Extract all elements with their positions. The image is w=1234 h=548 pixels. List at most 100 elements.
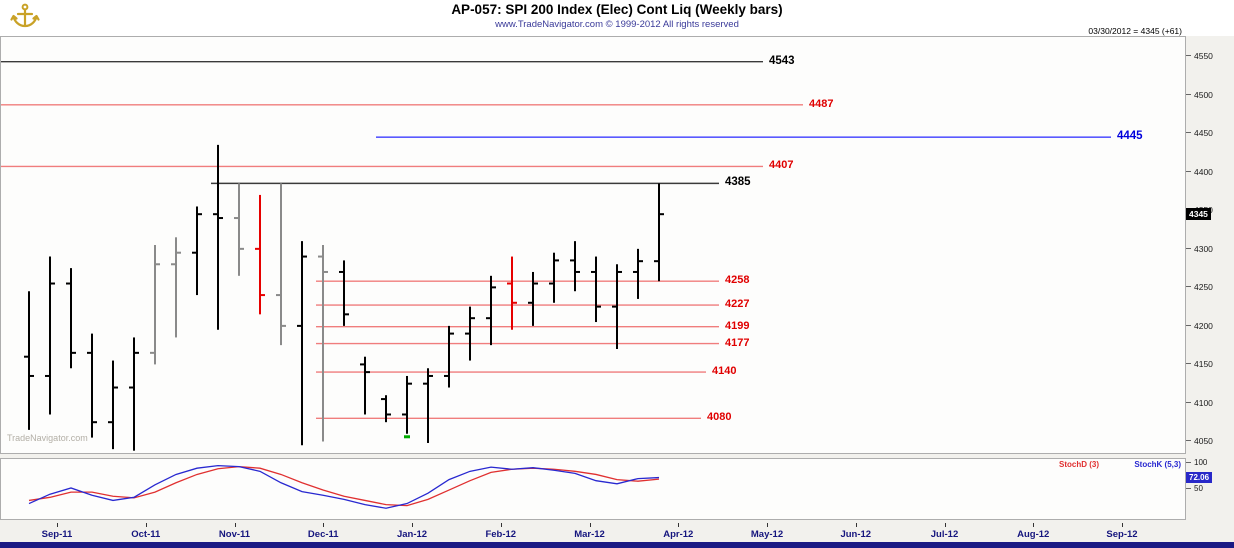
time-axis-label[interactable]: Dec-11 [307,529,339,540]
watermark: TradeNavigator.com [7,433,88,443]
price-axis-tick [1186,132,1191,134]
ohlc-bar [108,360,118,450]
time-axis-label[interactable]: Jul-12 [930,529,959,540]
trade-navigator-logo [8,2,42,32]
ohlc-bar [486,275,496,346]
time-axis-label[interactable]: May-12 [750,529,784,540]
ohlc-bar [444,325,454,388]
time-axis-tick [57,523,58,527]
time-axis-label[interactable]: Aug-12 [1017,529,1050,540]
stoch-axis-tick [1186,462,1191,463]
ohlc-bar [360,356,370,415]
time-axis-label[interactable]: Apr-12 [663,529,694,540]
time-axis-tick [412,523,413,527]
ohlc-bar [87,333,97,438]
stoch-k-label[interactable]: StochK (5,3) [1134,460,1181,469]
price-axis-tick [1186,170,1191,172]
ohlc-bar [633,248,643,299]
price-axis-label: 4450 [1194,128,1213,139]
price-axis-tick [1186,93,1191,95]
price-axis-tick [1186,286,1191,288]
price-axis-tick [1186,440,1191,442]
price-axis-tick [1186,247,1191,249]
time-axis-label[interactable]: Oct-11 [131,529,161,540]
ohlc-bar [612,264,622,349]
time-axis-label[interactable]: Jan-12 [396,529,428,540]
stoch-panel[interactable]: StochD (3) StochK (5,3) [0,458,1186,520]
green-marker [404,435,410,439]
time-axis-tick [145,523,147,527]
time-axis-tick [944,523,946,527]
ohlc-bar [591,256,601,323]
price-axis-label: 4300 [1194,243,1213,254]
time-axis-tick [234,523,236,527]
ohlc-bar [213,144,223,330]
price-axis-label: 4250 [1194,282,1213,293]
ohlc-bar [276,183,286,346]
time-axis-tick [678,523,680,527]
stoch-value-axis: 100 50 72.06 [1186,458,1234,520]
time-axis-label[interactable]: Sep-12 [1106,529,1138,540]
price-axis-tick [1186,324,1191,326]
price-axis-label: 4400 [1194,166,1213,177]
time-axis-label[interactable]: Nov-11 [218,529,251,540]
price-axis-tick [1186,55,1191,57]
time-axis-tick [767,523,768,527]
ohlc-bar [318,245,328,442]
time-axis-label[interactable]: Jun-12 [840,529,872,540]
ohlc-bar [528,271,538,326]
ohlc-bar [465,306,475,361]
time-axis-label[interactable]: Mar-12 [574,529,605,540]
stoch-k-line [28,464,660,509]
ohlc-bar [549,252,559,303]
ohlc-bar [45,256,55,415]
ohlc-bar [24,291,34,430]
quote-info: 03/30/2012 = 4345 (+61) [1088,26,1182,36]
ohlc-bar [507,256,517,330]
ohlc-bar [381,395,391,423]
ohlc-bar [150,245,160,365]
anchor-icon [10,3,40,28]
chart-title: AP-057: SPI 200 Index (Elec) Cont Liq (W… [451,2,783,17]
price-chart-svg [1,60,1111,451]
bottom-scrollbar[interactable] [0,542,1234,548]
time-axis-tick [1033,523,1035,527]
price-axis-label: 4050 [1194,436,1213,447]
stoch-axis-tick [1186,488,1191,489]
stoch-value-badge: 72.06 [1186,471,1213,483]
price-axis[interactable]: 4550450044504400435043004250420041504100… [1186,36,1234,522]
time-axis-tick [323,523,325,527]
ohlc-bar [129,337,139,451]
price-axis-label: 4200 [1194,320,1213,331]
time-axis-tick [855,523,857,527]
last-price-badge: 4345 [1186,208,1211,221]
price-axis-label: 4100 [1194,397,1213,408]
price-axis-tick [1186,401,1191,403]
time-axis[interactable]: Sep-11 Oct-11 Nov-11 Dec-11 Jan-12 Feb-12 Mar-… [0,523,1186,541]
ohlc-bar [570,241,580,292]
stoch-svg [28,464,660,509]
chart-header: AP-057: SPI 200 Index (Elec) Cont Liq (W… [0,0,1234,36]
price-axis-label: 4550 [1194,51,1213,62]
stoch-axis-label: 50 [1194,484,1203,493]
ohlc-bar [339,260,349,326]
time-axis-label[interactable]: Sep-11 [41,529,73,540]
ohlc-bar [171,237,181,338]
chart-subtitle: www.TradeNavigator.com © 1999-2012 All r… [495,19,739,30]
time-axis-tick [1122,523,1123,527]
time-axis-tick [500,523,502,527]
ohlc-bar [192,206,202,296]
ohlc-bar [234,183,244,276]
price-chart-panel[interactable]: 4543 4487 4445 4407 4385 4258 4227 4199 4177 4140… [0,36,1186,454]
time-axis-label[interactable]: Feb-12 [485,529,517,540]
ohlc-bar [654,183,664,282]
stoch-d-label[interactable]: StochD (3) [1059,460,1099,469]
stoch-axis-label: 100 [1194,458,1208,467]
ohlc-bar [66,268,76,369]
ohlc-bar [255,194,265,315]
time-axis-tick [589,523,591,527]
price-axis-label: 4500 [1194,89,1213,100]
ohlc-bar [423,368,433,443]
price-axis-tick [1186,363,1191,365]
